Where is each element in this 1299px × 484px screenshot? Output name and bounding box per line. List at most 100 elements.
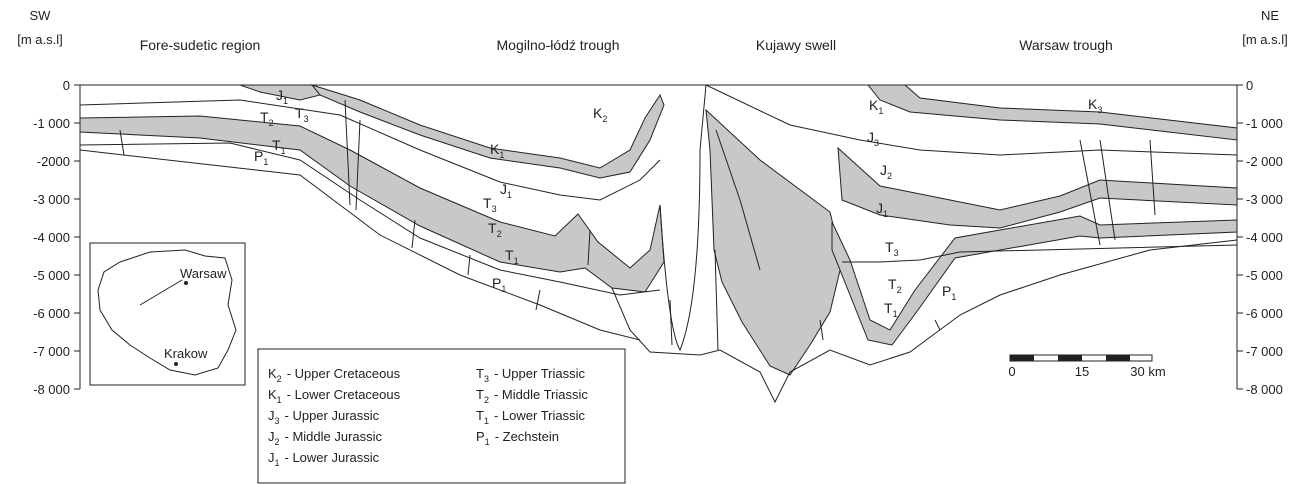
symbol-subscript: 2 bbox=[497, 229, 502, 239]
symbol-subscript: 1 bbox=[501, 284, 506, 294]
legend-text: - Lower Jurassic bbox=[285, 450, 380, 465]
symbol-letter: P bbox=[254, 148, 263, 164]
inset-map bbox=[90, 243, 245, 385]
legend-text: - Zechstein bbox=[495, 429, 559, 444]
tick-label: -4 000 bbox=[1246, 230, 1283, 245]
symbol-letter: J bbox=[880, 162, 887, 178]
legend-text: - Upper Cretaceous bbox=[287, 366, 401, 381]
tick-label: -8 000 bbox=[1246, 382, 1283, 397]
symbol-subscript: 3 bbox=[275, 416, 280, 426]
symbol-subscript: 1 bbox=[893, 309, 898, 319]
symbol-subscript: 1 bbox=[281, 146, 286, 156]
layer-symbol: P1 bbox=[492, 275, 506, 294]
geology bbox=[80, 85, 1237, 402]
fault bbox=[536, 290, 540, 310]
tick-label: -5 000 bbox=[1246, 268, 1283, 283]
symbol-subscript: 2 bbox=[887, 171, 892, 181]
symbol-letter: J bbox=[500, 181, 507, 197]
city-label: Krakow bbox=[164, 346, 208, 361]
tick-label: -1 000 bbox=[33, 116, 70, 131]
symbol-subscript: 3 bbox=[492, 204, 497, 214]
layer-line bbox=[842, 245, 1237, 262]
symbol-letter: T bbox=[476, 408, 484, 423]
symbol-subscript: 1 bbox=[485, 437, 490, 447]
city-dot bbox=[174, 362, 178, 366]
symbol-subscript: 2 bbox=[277, 374, 282, 384]
symbol-subscript: 1 bbox=[275, 458, 280, 468]
legend-text: - Middle Jurassic bbox=[285, 429, 383, 444]
tick-label: -3 000 bbox=[1246, 192, 1283, 207]
symbol-letter: K bbox=[268, 366, 277, 381]
tick-label: -7 000 bbox=[1246, 344, 1283, 359]
symbol-letter: P bbox=[942, 283, 951, 299]
city-dot bbox=[184, 281, 188, 285]
layer-symbol: T1 bbox=[884, 300, 898, 319]
symbol-subscript: 1 bbox=[878, 106, 883, 116]
region-label: Fore-sudetic region bbox=[140, 37, 261, 53]
unit-label: [m a.s.l] bbox=[1242, 32, 1288, 47]
symbol-subscript: 3 bbox=[484, 374, 489, 384]
tick-label: -4 000 bbox=[33, 230, 70, 245]
symbol-subscript: 1 bbox=[951, 292, 956, 302]
layer-symbol: T3 bbox=[295, 105, 309, 124]
layer-band bbox=[838, 148, 1237, 228]
inset-frame bbox=[90, 243, 245, 385]
layer-symbol: T3 bbox=[483, 195, 497, 214]
legend-text: - Upper Jurassic bbox=[285, 408, 380, 423]
tick-label: -6 000 bbox=[1246, 306, 1283, 321]
symbol-letter: T bbox=[476, 366, 484, 381]
layer-line bbox=[660, 85, 706, 350]
legend-text: - Lower Cretaceous bbox=[287, 387, 401, 402]
tick-label: -5 000 bbox=[33, 268, 70, 283]
symbol-letter: T bbox=[476, 387, 484, 402]
symbol-subscript: 3 bbox=[304, 114, 309, 124]
symbol-subscript: 2 bbox=[602, 114, 607, 124]
fault bbox=[1150, 140, 1155, 215]
symbol-subscript: 1 bbox=[514, 256, 519, 266]
layer-symbol: P1 bbox=[254, 148, 268, 167]
scale-segment bbox=[1058, 355, 1082, 361]
scale-label: 30 km bbox=[1130, 364, 1165, 379]
symbol-subscript: 1 bbox=[499, 150, 504, 160]
region-label: Kujawy swell bbox=[756, 37, 836, 53]
symbol-subscript: 1 bbox=[283, 96, 288, 106]
symbol-subscript: 3 bbox=[874, 138, 879, 148]
tick-label: -1 000 bbox=[1246, 116, 1283, 131]
symbol-subscript: 2 bbox=[275, 437, 280, 447]
scale-segment bbox=[1106, 355, 1130, 361]
scale-label: 0 bbox=[1008, 364, 1015, 379]
unit-label: [m a.s.l] bbox=[17, 32, 63, 47]
symbol-subscript: 2 bbox=[897, 285, 902, 295]
legend-text: - Lower Triassic bbox=[494, 408, 586, 423]
direction-label: SW bbox=[30, 8, 52, 23]
tick-label: -2000 bbox=[37, 154, 70, 169]
symbol-letter: K bbox=[268, 387, 277, 402]
layer-symbol: P1 bbox=[942, 283, 956, 302]
symbol-subscript: 1 bbox=[484, 416, 489, 426]
symbol-subscript: 1 bbox=[883, 209, 888, 219]
layer-band bbox=[706, 110, 842, 375]
symbol-letter: J bbox=[867, 129, 874, 145]
symbol-subscript: 2 bbox=[484, 395, 489, 405]
legend-text: - Middle Triassic bbox=[494, 387, 588, 402]
tick-label: 0 bbox=[1246, 78, 1253, 93]
cross-section: SW[m a.s.l]NE[m a.s.l]Fore-sudetic regio… bbox=[0, 0, 1299, 484]
tick-label: -7 000 bbox=[33, 344, 70, 359]
region-label: Mogilno-łódź trough bbox=[497, 37, 620, 53]
tick-label: -6 000 bbox=[33, 306, 70, 321]
layer-symbol: J2 bbox=[880, 162, 892, 181]
tick-label: -2 000 bbox=[1246, 154, 1283, 169]
symbol-letter: P bbox=[492, 275, 501, 291]
tick-label: 0 bbox=[63, 78, 70, 93]
symbol-subscript: 1 bbox=[507, 190, 512, 200]
region-label: Warsaw trough bbox=[1019, 37, 1113, 53]
symbol-letter: P bbox=[476, 429, 485, 444]
scale-label: 15 bbox=[1075, 364, 1089, 379]
legend-text: - Upper Triassic bbox=[494, 366, 586, 381]
symbol-subscript: 3 bbox=[1097, 105, 1102, 115]
symbol-letter: J bbox=[276, 87, 283, 103]
symbol-subscript: 2 bbox=[269, 118, 274, 128]
layer-symbol: T3 bbox=[885, 239, 899, 258]
symbol-subscript: 1 bbox=[277, 395, 282, 405]
scale-bar bbox=[1010, 355, 1152, 361]
